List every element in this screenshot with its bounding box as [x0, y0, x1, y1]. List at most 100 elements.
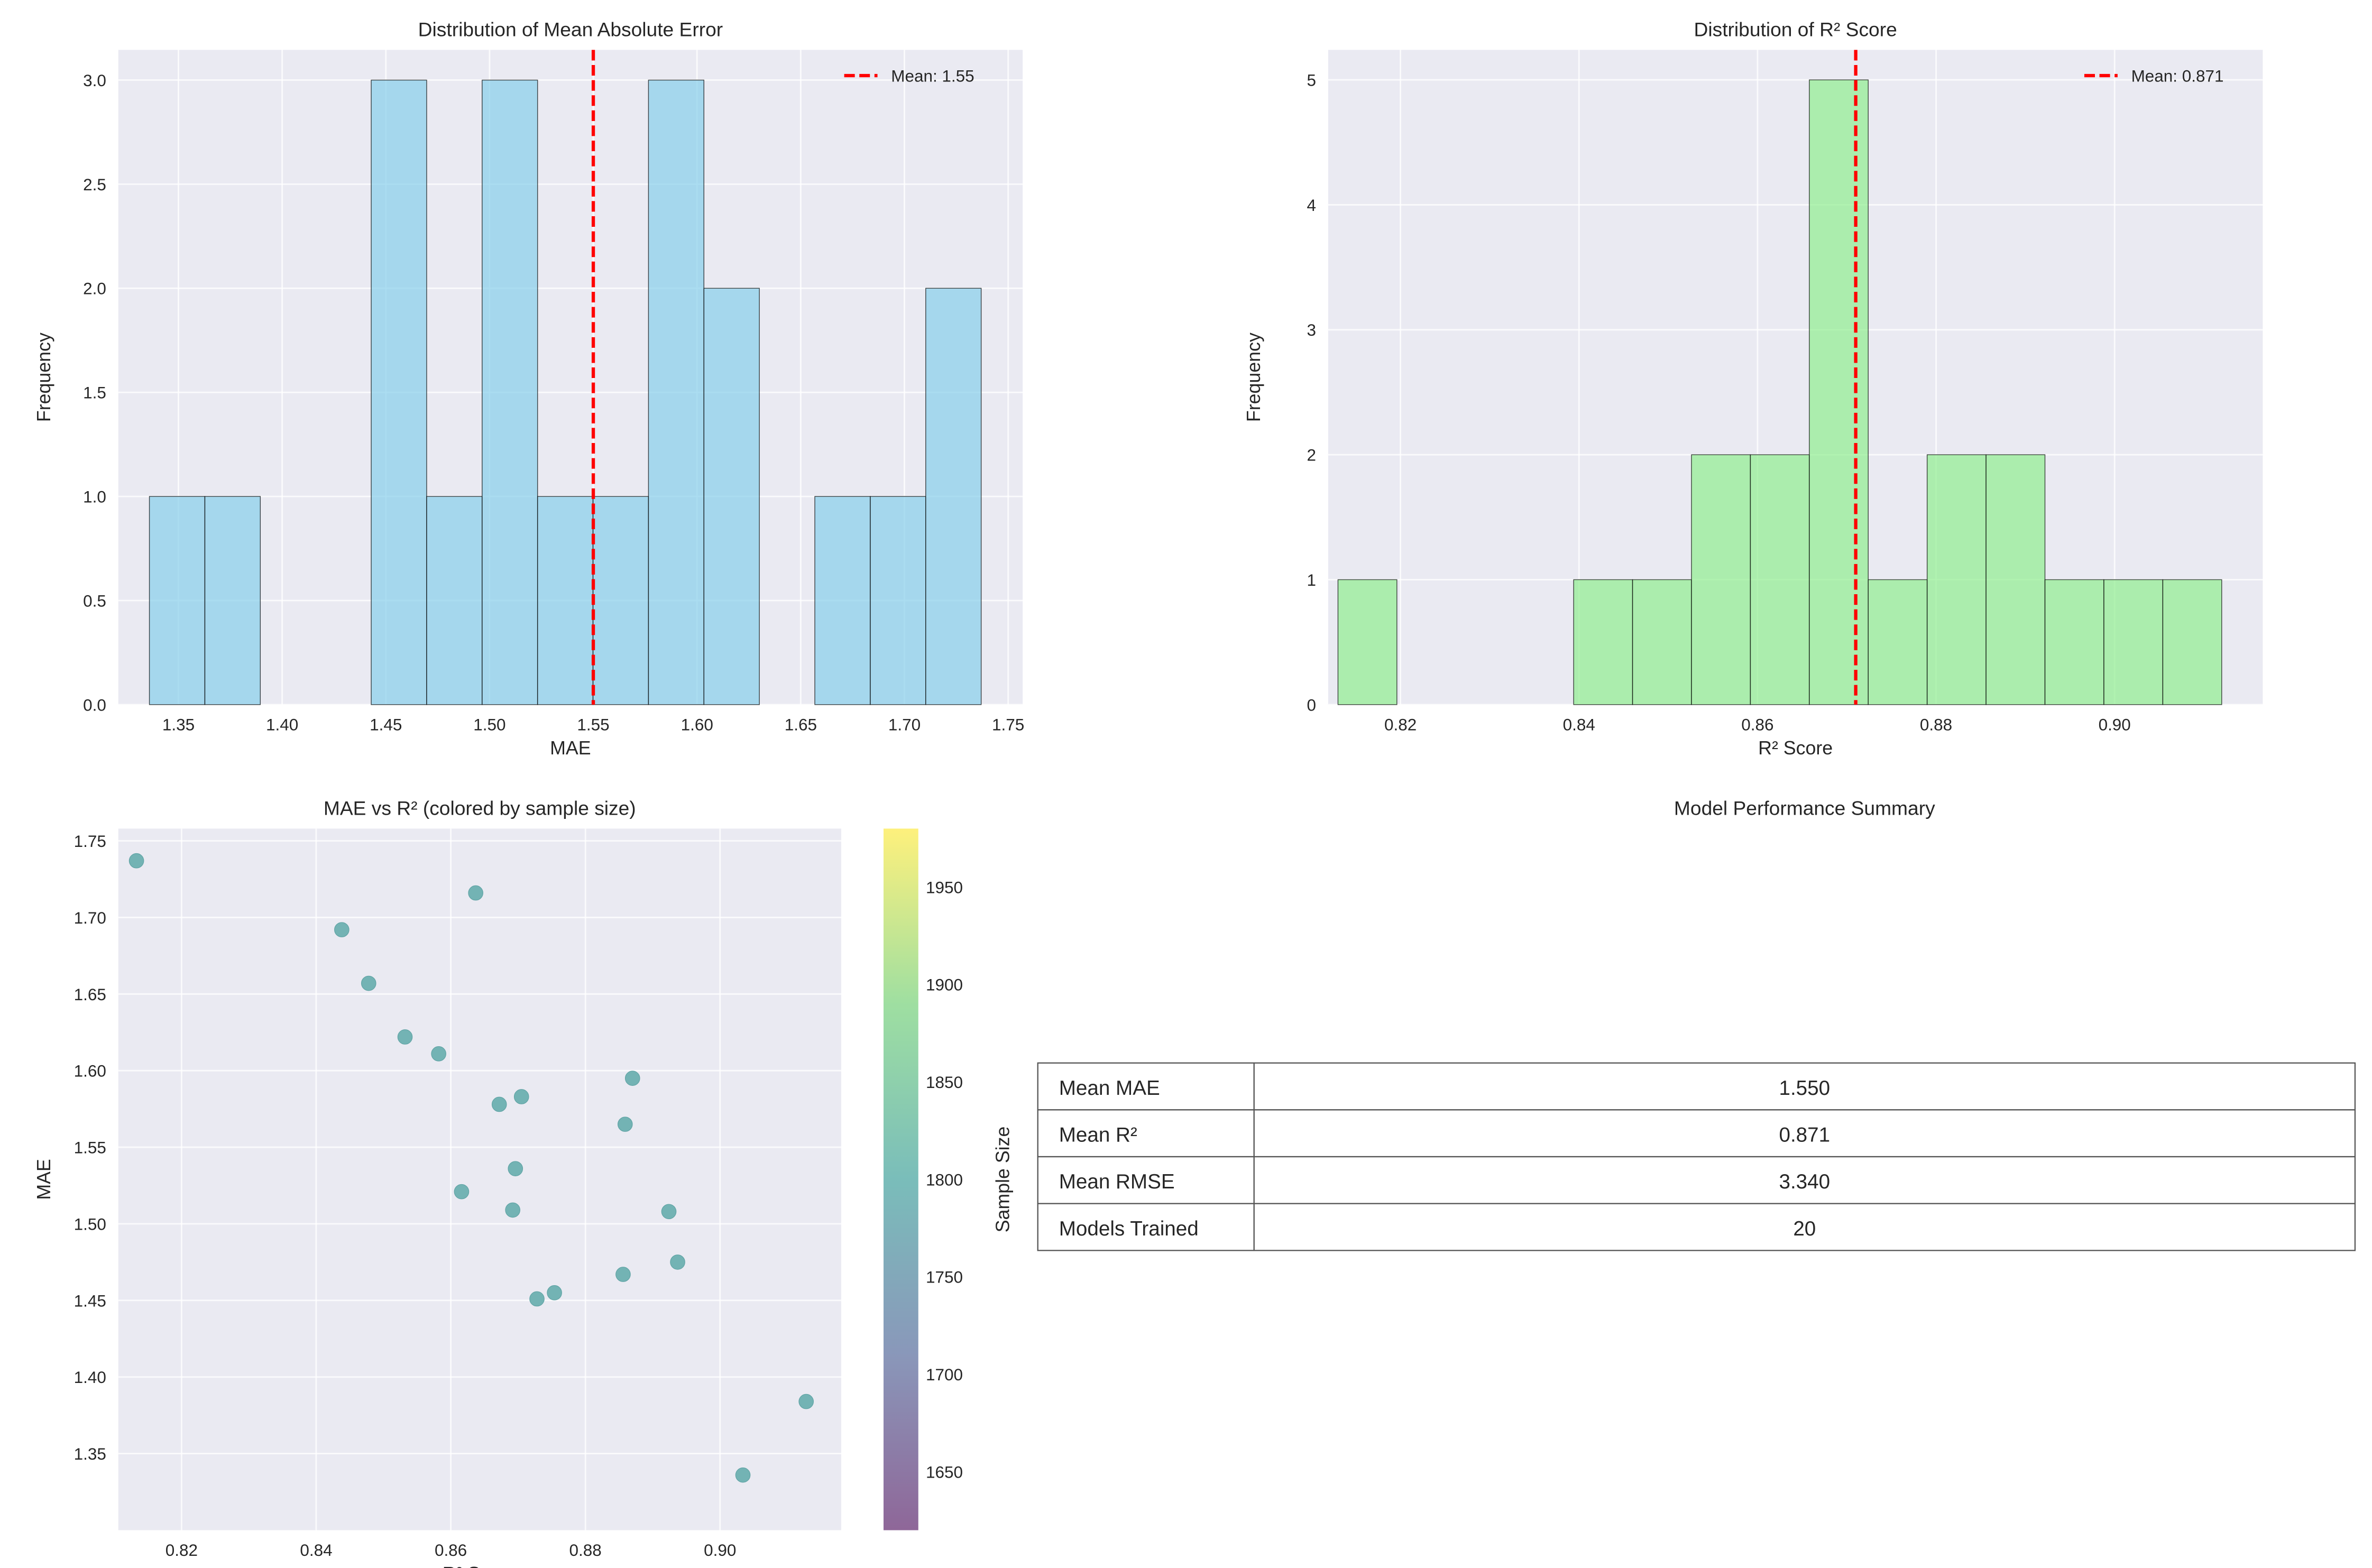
y-tick-label: 1.50	[74, 1215, 106, 1233]
x-axis-label: MAE	[550, 737, 591, 759]
colorbar-tick-label: 1850	[926, 1073, 963, 1092]
y-tick-label: 2.5	[83, 176, 106, 194]
table-cell	[1253, 1203, 2356, 1251]
summary-table-panel: Model Performance Summary Mean MAE 1.550 Me…	[1037, 797, 2356, 1251]
y-tick-label: 1.70	[74, 909, 106, 927]
y-tick-label: 0.0	[83, 696, 106, 714]
colorbar-tick-label: 1800	[926, 1170, 963, 1189]
histogram-bar	[2044, 579, 2104, 705]
histogram-bar	[1750, 454, 1810, 705]
x-axis-label: R² Score	[1758, 737, 1833, 759]
chart-title: MAE vs R² (colored by sample size)	[324, 797, 636, 819]
scatter-point	[547, 1285, 562, 1300]
histogram-bar	[371, 79, 427, 705]
y-tick-label: 1.55	[74, 1139, 106, 1157]
y-tick-label: 3.0	[83, 71, 106, 90]
scatter-point	[361, 975, 376, 991]
colorbar-tick-label: 1700	[926, 1366, 963, 1384]
y-tick-label: 1.75	[74, 832, 106, 851]
mae-histogram-panel: 1.35 1.40 1.45 1.50 1.55 1.60 1.65 1.70 1.75 0.0 0…	[33, 19, 1024, 759]
x-tick-label: 1.60	[681, 715, 713, 734]
x-tick-label: 0.84	[1563, 715, 1595, 734]
scatter-point	[617, 1117, 633, 1132]
table-cell	[1253, 1109, 2356, 1158]
y-tick-label: 4	[1307, 196, 1316, 215]
x-tick-label: 1.50	[473, 715, 505, 734]
histogram-bar	[1573, 579, 1633, 705]
x-tick-label: 0.88	[1920, 715, 1952, 734]
x-tick-label: 0.86	[1741, 715, 1773, 734]
table-title: Model Performance Summary	[1674, 797, 1935, 819]
y-tick-label: 5	[1307, 71, 1316, 90]
x-tick-label: 1.55	[577, 715, 609, 734]
scatter-point	[454, 1184, 470, 1200]
histogram-bar	[482, 79, 538, 705]
x-tick-label: 0.82	[1384, 715, 1417, 734]
scatter-point	[670, 1255, 685, 1270]
scatter-point	[128, 853, 144, 869]
table-row-label: Mean RMSE	[1059, 1170, 1175, 1193]
x-axis-label: R² Score	[443, 1563, 517, 1568]
table-cell	[1037, 1156, 1255, 1204]
histogram-bar	[1926, 454, 1987, 705]
histogram-bar	[925, 288, 982, 705]
histogram-bar	[1868, 579, 1928, 705]
y-tick-label: 0.5	[83, 592, 106, 610]
y-tick-label: 1.35	[74, 1445, 106, 1463]
scatter-point	[735, 1467, 751, 1483]
histogram-bar	[2162, 579, 2222, 705]
colorbar-tick-label: 1650	[926, 1463, 963, 1481]
x-tick-label: 1.70	[888, 715, 921, 734]
colorbar-label: Sample Size	[992, 1127, 1013, 1233]
histogram-bar	[1809, 79, 1869, 705]
histogram-bar	[537, 496, 594, 705]
scatter-point	[615, 1267, 631, 1282]
histogram-bar	[592, 496, 649, 705]
colorbar-tick-label: 1750	[926, 1268, 963, 1287]
scatter-point	[513, 1089, 529, 1104]
histogram-bar	[426, 496, 483, 705]
x-tick-label: 0.90	[2099, 715, 2131, 734]
histogram-bar	[2103, 579, 2164, 705]
table-cell	[1037, 1109, 1255, 1158]
histogram-bar	[703, 288, 760, 705]
colorbar-tick-label: 1950	[926, 878, 963, 897]
scatter-point	[334, 922, 350, 937]
histogram-bar	[1985, 454, 2046, 705]
table-row-label: Mean MAE	[1059, 1077, 1160, 1100]
colorbar	[883, 828, 918, 1530]
table-cell	[1253, 1156, 2356, 1204]
table-row-label: Models Trained	[1059, 1217, 1199, 1240]
scatter-point	[397, 1029, 413, 1045]
chart-title: Distribution of R² Score	[1694, 19, 1897, 41]
chart-title: Distribution of Mean Absolute Error	[418, 19, 723, 41]
x-tick-label: 1.40	[266, 715, 298, 734]
scatter-point	[661, 1204, 677, 1220]
y-tick-label: 2.0	[83, 280, 106, 298]
scatter-point	[505, 1202, 520, 1218]
x-tick-label: 1.35	[162, 715, 195, 734]
y-tick-label: 3	[1307, 321, 1316, 339]
histogram-bar	[1632, 579, 1692, 705]
x-tick-label: 0.86	[435, 1541, 467, 1560]
histogram-bar	[1337, 579, 1398, 705]
scatter-point	[798, 1394, 814, 1409]
scatter-panel: 0.82 0.84 0.86 0.88 0.90 1.35 1.40 1.45 1.50 1.55…	[33, 797, 1013, 1568]
x-tick-label: 0.88	[569, 1541, 602, 1560]
legend-label: Mean: 1.55	[891, 67, 974, 85]
y-tick-label: 1.40	[74, 1368, 106, 1387]
table-cell	[1253, 1062, 2356, 1111]
y-tick-label: 2	[1307, 446, 1316, 465]
histogram-bar	[1691, 454, 1751, 705]
y-tick-label: 1.60	[74, 1062, 106, 1081]
table-row-value: 3.340	[1779, 1170, 1830, 1193]
table-row-value: 1.550	[1779, 1077, 1830, 1100]
histogram-bar	[814, 496, 871, 705]
y-tick-label: 1.45	[74, 1292, 106, 1310]
y-tick-label: 1.5	[83, 384, 106, 402]
x-tick-label: 1.45	[370, 715, 402, 734]
x-tick-label: 0.90	[704, 1541, 736, 1560]
table-cell	[1037, 1203, 1255, 1251]
histogram-bar	[870, 496, 926, 705]
